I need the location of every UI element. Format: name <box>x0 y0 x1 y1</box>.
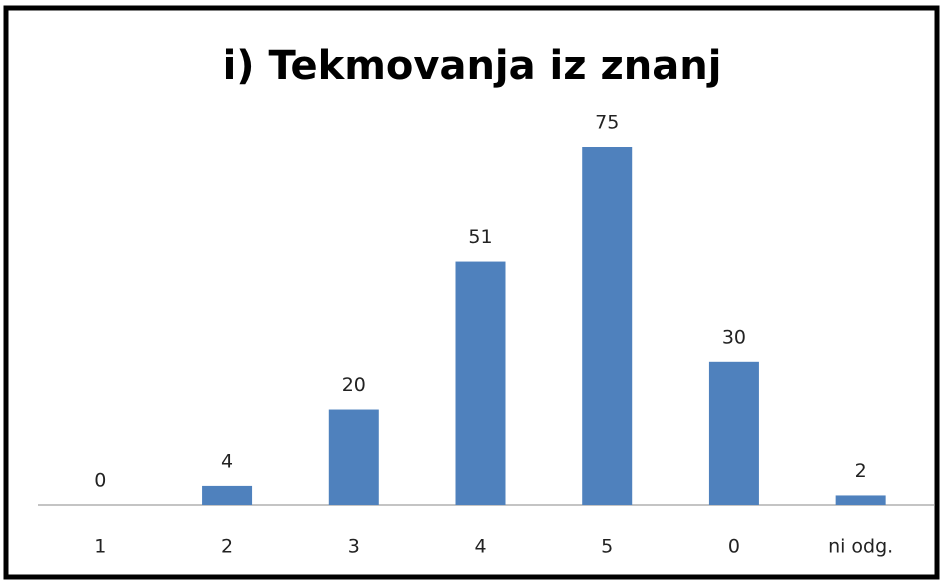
data-label: 2 <box>855 460 867 482</box>
x-tick-label: 3 <box>348 536 360 558</box>
x-tick-label: 2 <box>221 536 233 558</box>
x-tick-label: 0 <box>728 536 740 558</box>
data-label: 75 <box>595 112 619 134</box>
data-label: 20 <box>342 374 366 396</box>
data-label: 4 <box>221 450 233 472</box>
x-tick-label: 4 <box>474 536 486 558</box>
bar <box>582 147 633 505</box>
data-label: 0 <box>94 470 106 492</box>
x-tick-label: 5 <box>601 536 613 558</box>
bar <box>835 495 886 505</box>
data-label: 30 <box>722 326 746 348</box>
bar <box>708 361 759 505</box>
x-tick-label: ni odg. <box>828 536 893 558</box>
bar <box>455 261 506 505</box>
x-tick-label: 1 <box>94 536 106 558</box>
data-label: 51 <box>468 226 492 248</box>
bar <box>202 485 253 505</box>
chart-title: i) Tekmovanja iz znanj <box>223 43 722 89</box>
bar <box>328 409 379 505</box>
